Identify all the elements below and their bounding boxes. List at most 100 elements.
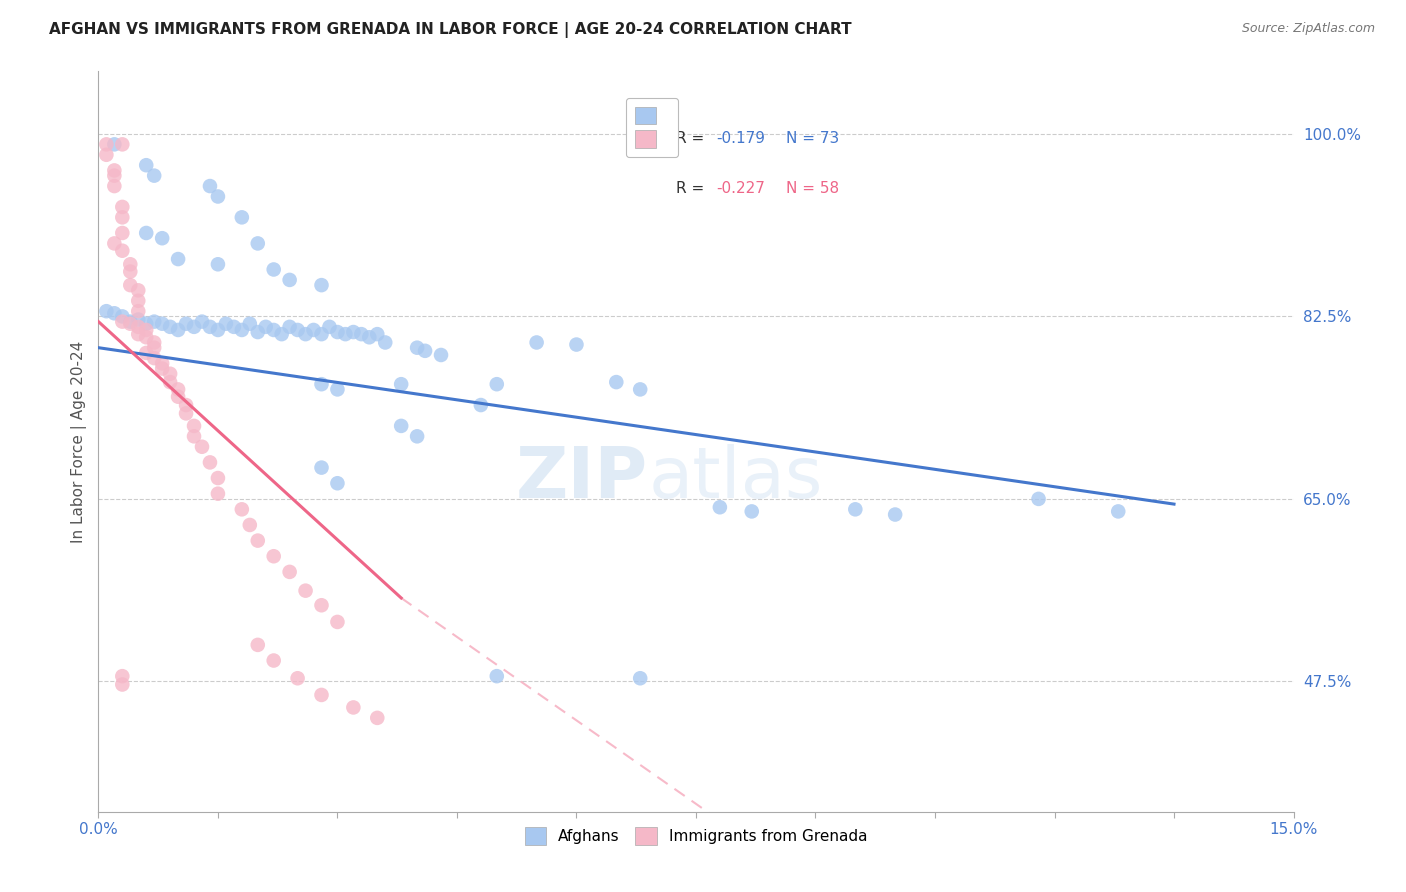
- Point: [311, 599, 333, 613]
- Point: [222, 319, 245, 334]
- Point: [96, 148, 118, 162]
- Point: [183, 418, 205, 433]
- Point: [111, 244, 134, 258]
- Point: [167, 390, 190, 404]
- Point: [389, 418, 412, 433]
- Point: [294, 583, 316, 598]
- Point: [278, 319, 301, 334]
- Point: [270, 327, 292, 342]
- Point: [120, 278, 142, 293]
- Point: [120, 317, 142, 331]
- Point: [111, 211, 134, 225]
- Point: [263, 262, 285, 277]
- Point: [263, 653, 285, 667]
- Text: -0.179: -0.179: [716, 130, 765, 145]
- Legend: Afghans, Immigrants from Grenada: Afghans, Immigrants from Grenada: [517, 819, 875, 852]
- Point: [287, 323, 309, 337]
- Point: [111, 310, 134, 324]
- Point: [159, 319, 181, 334]
- Point: [246, 236, 269, 251]
- Point: [565, 337, 588, 351]
- Point: [167, 252, 190, 266]
- Point: [278, 273, 301, 287]
- Text: ZIP: ZIP: [516, 444, 648, 513]
- Point: [103, 169, 125, 183]
- Point: [127, 293, 149, 308]
- Point: [326, 615, 349, 629]
- Point: [470, 398, 492, 412]
- Point: [191, 315, 214, 329]
- Point: [215, 317, 238, 331]
- Point: [143, 169, 166, 183]
- Point: [1028, 491, 1050, 506]
- Point: [127, 312, 149, 326]
- Point: [159, 375, 181, 389]
- Point: [111, 669, 134, 683]
- Point: [96, 137, 118, 152]
- Point: [406, 429, 429, 443]
- Point: [263, 323, 285, 337]
- Point: [287, 671, 309, 685]
- Point: [198, 179, 221, 194]
- Point: [628, 383, 651, 397]
- Point: [159, 367, 181, 381]
- Point: [198, 319, 221, 334]
- Point: [191, 440, 214, 454]
- Point: [143, 351, 166, 365]
- Point: [150, 356, 173, 370]
- Text: R =: R =: [676, 181, 709, 196]
- Point: [111, 200, 134, 214]
- Point: [844, 502, 866, 516]
- Point: [485, 377, 508, 392]
- Point: [135, 158, 157, 172]
- Point: [150, 317, 173, 331]
- Point: [174, 406, 197, 420]
- Point: [311, 460, 333, 475]
- Point: [413, 343, 436, 358]
- Point: [120, 264, 142, 278]
- Point: [111, 226, 134, 240]
- Point: [207, 486, 229, 500]
- Point: [526, 335, 548, 350]
- Point: [406, 341, 429, 355]
- Point: [311, 278, 333, 293]
- Point: [709, 500, 731, 515]
- Point: [198, 455, 221, 469]
- Point: [318, 319, 340, 334]
- Point: [167, 383, 190, 397]
- Point: [605, 375, 627, 389]
- Point: [239, 518, 262, 533]
- Point: [167, 323, 190, 337]
- Text: AFGHAN VS IMMIGRANTS FROM GRENADA IN LABOR FORCE | AGE 20-24 CORRELATION CHART: AFGHAN VS IMMIGRANTS FROM GRENADA IN LAB…: [49, 22, 852, 38]
- Point: [326, 476, 349, 491]
- Point: [485, 669, 508, 683]
- Point: [143, 335, 166, 350]
- Point: [135, 330, 157, 344]
- Point: [311, 377, 333, 392]
- Point: [127, 327, 149, 342]
- Text: Source: ZipAtlas.com: Source: ZipAtlas.com: [1241, 22, 1375, 36]
- Point: [103, 137, 125, 152]
- Point: [143, 315, 166, 329]
- Point: [246, 325, 269, 339]
- Point: [183, 429, 205, 443]
- Point: [263, 549, 285, 564]
- Point: [103, 179, 125, 194]
- Point: [254, 319, 277, 334]
- Point: [389, 377, 412, 392]
- Point: [127, 304, 149, 318]
- Point: [359, 330, 381, 344]
- Point: [103, 163, 125, 178]
- Point: [150, 231, 173, 245]
- Y-axis label: In Labor Force | Age 20-24: In Labor Force | Age 20-24: [72, 341, 87, 542]
- Point: [366, 711, 388, 725]
- Point: [430, 348, 453, 362]
- Point: [239, 317, 262, 331]
- Point: [207, 323, 229, 337]
- Point: [231, 502, 253, 516]
- Point: [1107, 504, 1129, 518]
- Point: [294, 327, 316, 342]
- Point: [884, 508, 907, 522]
- Text: N = 58: N = 58: [786, 181, 839, 196]
- Point: [342, 325, 364, 339]
